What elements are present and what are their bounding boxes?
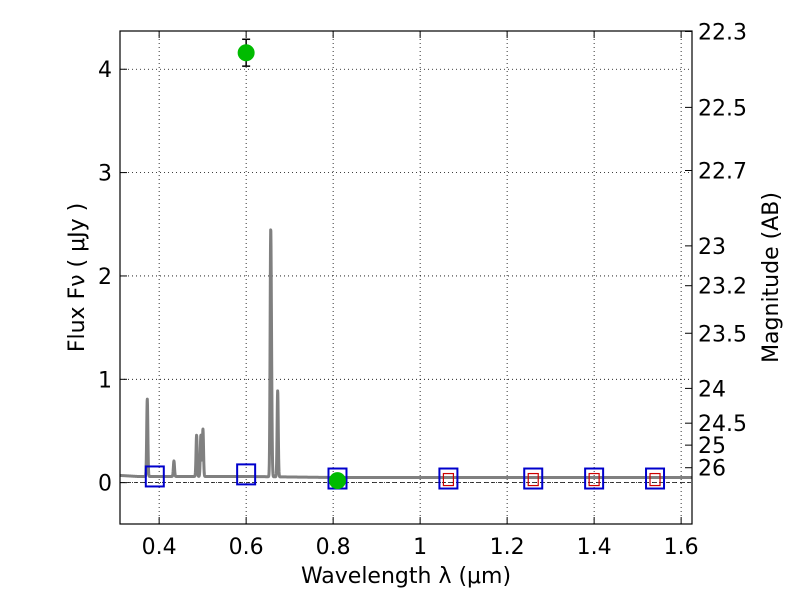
mag-tick-label: 26: [698, 457, 726, 482]
upper-limit-marker: [588, 472, 600, 487]
model-photometry-marker: [144, 465, 165, 488]
model-photometry-marker: [523, 467, 544, 490]
model-spectrum: [118, 228, 694, 479]
model-photometry-marker: [584, 467, 605, 490]
y-axis-label-left: Flux Fν ( μJy ): [65, 203, 90, 352]
mag-tick-label: 24: [698, 377, 726, 402]
model-photometry-marker: [236, 463, 257, 486]
y-tick-label: 2: [98, 265, 112, 290]
mag-tick-label: 22.5: [698, 96, 747, 121]
tick-labels: 0.4 0.6 0.8 1 1.2 1.4 1.60123422.322.522.72323…: [98, 20, 747, 560]
x-tick-label: 0.8: [316, 535, 351, 560]
detection-marker: [237, 44, 255, 62]
x-tick-label: 0.4: [142, 535, 177, 560]
plot-frame: [119, 30, 693, 525]
x-tick-label: 1.6: [664, 535, 699, 560]
y-tick-label: 3: [98, 162, 112, 187]
mag-tick-label: 23: [698, 235, 726, 260]
upper-limit-marker: [527, 472, 539, 487]
y-tick-label: 1: [98, 368, 112, 393]
y-tick-label: 0: [98, 472, 112, 497]
upper-limit-marker: [649, 472, 661, 487]
mag-tick-label: 22.3: [698, 20, 747, 45]
x-tick-label: 1: [413, 535, 427, 560]
model-photometry-marker: [645, 467, 666, 490]
x-axis-label: Wavelength λ (μm): [301, 564, 511, 589]
mag-tick-label: 24.5: [698, 412, 747, 437]
x-tick-label: 1.4: [577, 535, 612, 560]
mag-tick-label: 25: [698, 434, 726, 459]
y-axis-label-right: Magnitude (AB): [759, 192, 784, 363]
detection-marker: [328, 472, 346, 490]
data-points: [144, 38, 666, 490]
grid-lines: [120, 31, 692, 524]
mag-tick-label: 23.2: [698, 275, 747, 300]
model-spectrum-line: [118, 228, 694, 479]
model-photometry-marker: [438, 467, 459, 490]
mag-tick-label: 23.5: [698, 322, 747, 347]
x-tick-label: 1.2: [490, 535, 525, 560]
upper-limit-marker: [442, 472, 455, 487]
y-tick-label: 4: [98, 58, 112, 83]
x-tick-label: 0.6: [229, 535, 264, 560]
axes: [119, 30, 693, 525]
mag-tick-label: 22.7: [698, 160, 747, 185]
